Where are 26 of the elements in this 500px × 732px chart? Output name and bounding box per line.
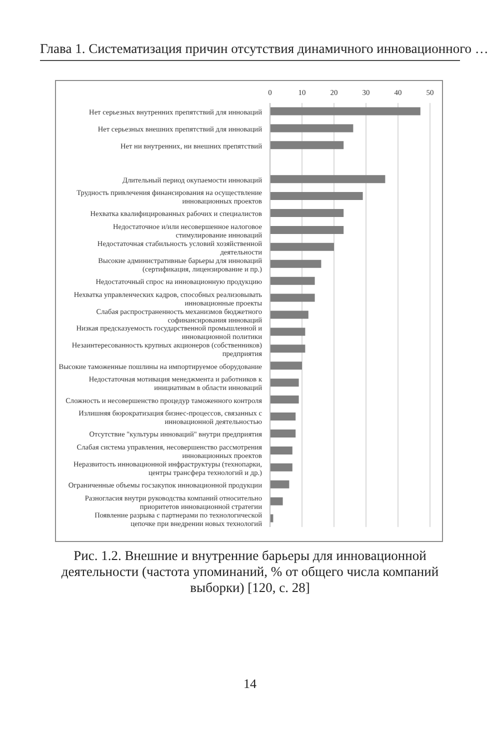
bar	[270, 480, 290, 488]
bar	[270, 446, 292, 454]
bar	[270, 294, 315, 302]
bar	[270, 124, 354, 132]
text: 14	[242, 676, 258, 692]
bar	[270, 344, 306, 353]
bar	[270, 107, 420, 116]
bar	[270, 412, 296, 421]
bar	[270, 396, 299, 404]
bar	[270, 192, 363, 200]
bar	[270, 429, 296, 438]
bar	[270, 362, 302, 370]
bar	[270, 242, 334, 251]
bar	[270, 226, 344, 234]
bar	[270, 276, 315, 285]
bar	[270, 463, 292, 472]
bar	[270, 378, 299, 387]
bar	[270, 310, 308, 319]
bar	[270, 209, 344, 217]
bar	[270, 175, 386, 184]
text: Рис. 1.2. Внешние и внутренние барьеры для инновационной деятельности (частота упоминаний, % от общего числа компаний выборки) [120, с. 28]	[60, 548, 440, 596]
bar	[270, 141, 344, 150]
bar	[270, 328, 306, 336]
bar	[270, 260, 322, 268]
bar	[270, 497, 283, 506]
text: Глава 1. Систематизация причин отсутствия динамичного инновационного …	[40, 41, 488, 58]
